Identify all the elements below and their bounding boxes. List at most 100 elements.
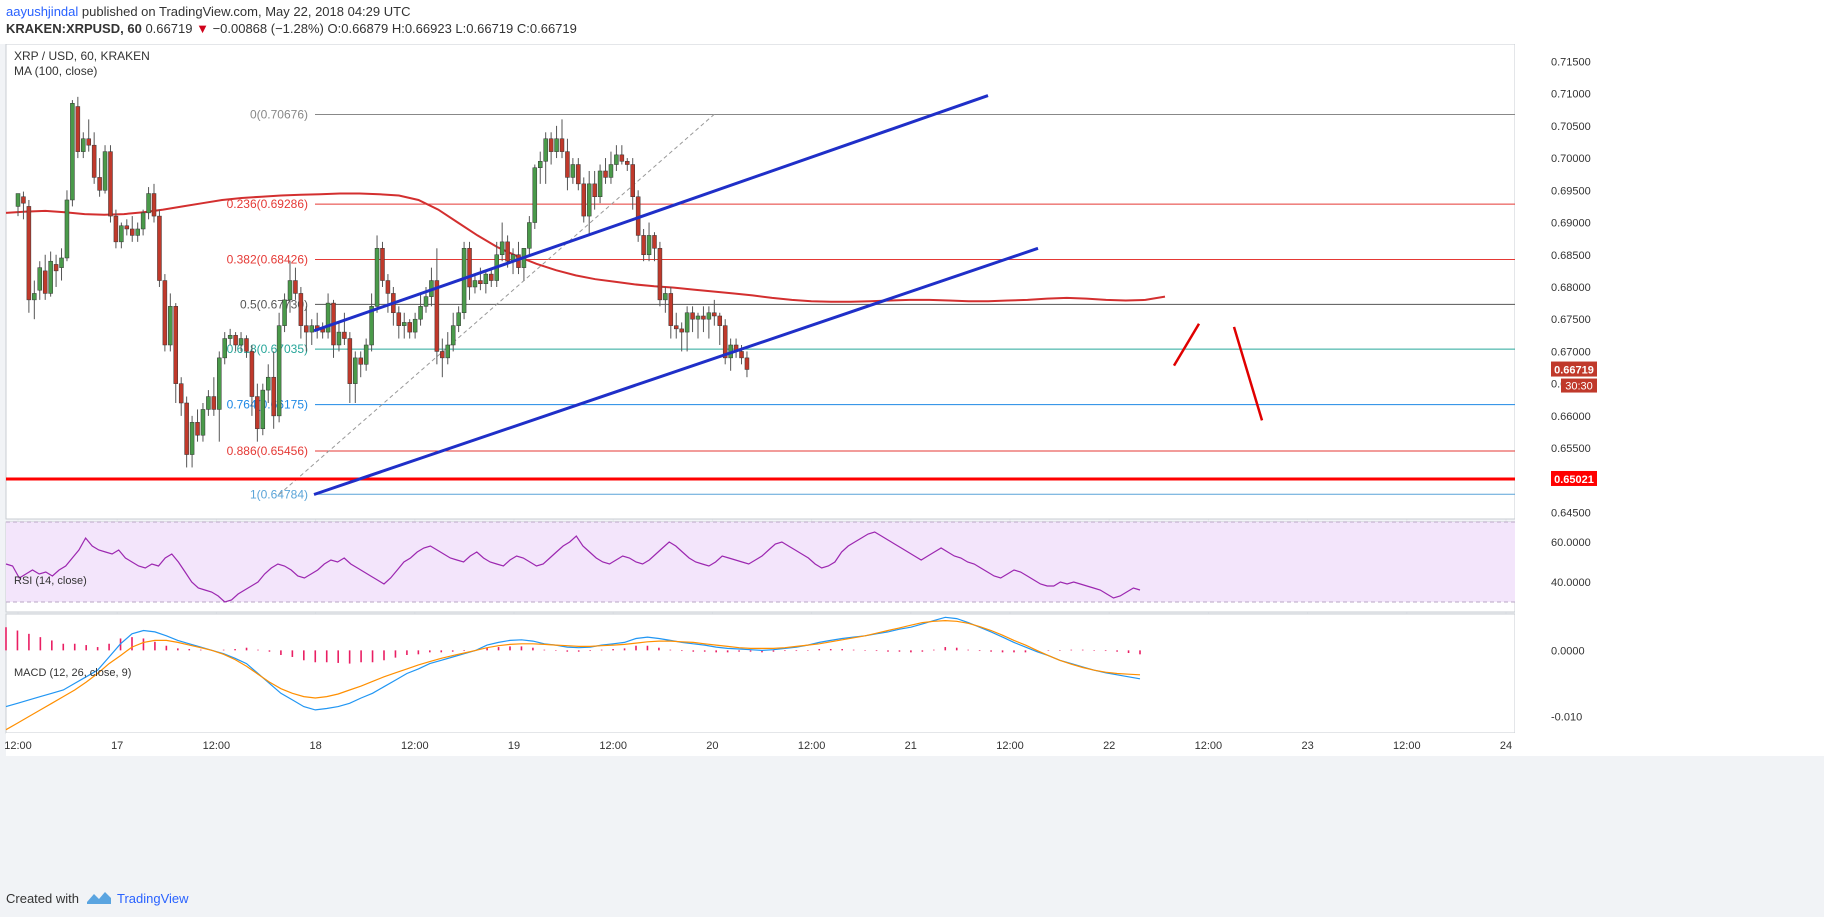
macd-pane	[5, 616, 1141, 731]
candle-body	[260, 389, 266, 430]
rsi-line	[5, 531, 1141, 603]
candle-body	[456, 312, 461, 326]
candle-body	[592, 183, 597, 197]
upper-trendline	[313, 94, 989, 333]
macd-histogram-bar	[497, 647, 500, 651]
macd-histogram-bar	[1081, 649, 1084, 651]
candle-body	[603, 170, 608, 178]
time-tick-label: 12:00	[1195, 740, 1223, 752]
candle-body	[353, 357, 358, 384]
macd-histogram-bar	[898, 650, 901, 652]
candle-body	[499, 241, 505, 256]
candle-body	[37, 267, 43, 291]
macd-histogram-bar	[532, 647, 534, 651]
candle-body	[287, 280, 293, 301]
candle-body	[380, 248, 385, 281]
candle-body	[641, 235, 646, 256]
candle-body	[178, 383, 184, 404]
macd-histogram-bar	[555, 650, 557, 651]
down-arrow-icon: ▼	[196, 21, 209, 36]
candle-body	[722, 325, 728, 359]
price-tick-label: 0.66000	[1551, 411, 1591, 423]
macd-histogram-bar	[1127, 650, 1130, 654]
candle-body	[630, 164, 635, 197]
macd-histogram-bar	[108, 643, 110, 651]
ohlc-values: O:0.66879 H:0.66923 L:0.66719 C:0.66719	[327, 21, 577, 36]
candle-body	[26, 206, 32, 301]
candle-body	[48, 260, 53, 294]
candle-body	[129, 228, 135, 236]
candle-body	[614, 154, 619, 165]
fib-level-label: 0.236(0.69286)	[227, 197, 308, 211]
price-tick-label: 0.69500	[1551, 185, 1591, 197]
tradingview-brand[interactable]: TradingView	[117, 891, 189, 906]
macd-histogram-bar	[177, 648, 179, 651]
candle-body	[461, 248, 467, 314]
macd-histogram-bar	[623, 648, 626, 651]
chart-canvas[interactable]: 0(0.70676) 0.236(0.69286) 0.382(0.68426) 0.…	[0, 44, 1824, 880]
candle-body	[293, 280, 298, 294]
candle-body	[53, 264, 59, 272]
candle-body	[489, 273, 494, 281]
candle-body	[478, 280, 483, 285]
candle-body	[467, 248, 472, 288]
candle-body	[407, 322, 412, 333]
macd-histogram-bar	[978, 650, 981, 652]
candle-body	[206, 396, 211, 410]
rsi-pane	[5, 521, 1515, 603]
macd-histogram-bar	[73, 643, 76, 651]
candle-body	[695, 315, 701, 320]
candle-body	[64, 199, 70, 259]
time-tick-label: 12:00	[203, 740, 231, 752]
candle-body	[527, 222, 532, 249]
support-price-tag	[1551, 470, 1597, 486]
candle-body	[97, 177, 102, 191]
macd-histogram-bar	[337, 650, 339, 663]
candle-body	[505, 241, 510, 262]
candle-body	[712, 312, 717, 317]
macd-histogram-bar	[1047, 650, 1050, 651]
candle-body	[440, 351, 445, 359]
candle-body	[81, 138, 86, 152]
macd-histogram-bar	[1013, 650, 1015, 653]
macd-histogram-bar	[875, 650, 878, 652]
macd-histogram-bar	[234, 649, 236, 651]
macd-histogram-bar	[28, 633, 30, 651]
macd-histogram-bar	[715, 650, 717, 653]
candle-body	[227, 335, 233, 339]
candle-body	[195, 422, 200, 436]
macd-histogram-bar	[257, 649, 259, 651]
macd-histogram-bar	[360, 650, 362, 663]
candle-body	[554, 138, 559, 152]
macd-histogram-bar	[62, 643, 65, 651]
macd-histogram-bar	[589, 650, 591, 652]
candle-body	[412, 318, 418, 333]
candles	[15, 96, 750, 468]
time-tick-label: 18	[309, 740, 321, 752]
price-tick-label: 0.71500	[1551, 56, 1591, 68]
chart-title: XRP / USD, 60, KRAKEN	[14, 49, 150, 63]
macd-histogram-bar	[1116, 650, 1118, 652]
macd-histogram-bar	[784, 650, 786, 652]
candle-body	[347, 338, 353, 384]
candle-body	[157, 215, 162, 281]
fib-level-label: 0(0.70676)	[250, 108, 308, 122]
axes: 12:00 17 12:00 18 12:00 19 12:00 20 12:00 21 12:00…	[4, 56, 1597, 752]
time-tick-label: 21	[905, 740, 917, 752]
price-change: −0.00868 (−1.28%)	[212, 21, 324, 36]
author-link[interactable]: aayushjindal	[6, 4, 79, 19]
candle-body	[309, 325, 315, 333]
time-tick-label: 17	[111, 740, 123, 752]
macd-histogram-bar	[772, 650, 775, 652]
candle-body	[113, 215, 119, 243]
macd-histogram-bar	[692, 650, 695, 652]
candle-body	[244, 338, 249, 352]
candle-body	[657, 248, 663, 301]
macd-histogram-bar	[658, 647, 660, 651]
candle-body	[91, 144, 97, 178]
time-tick-label: 12:00	[996, 740, 1024, 752]
candle-body	[189, 422, 195, 455]
macd-histogram-bar	[543, 649, 546, 651]
candle-body	[483, 273, 489, 285]
macd-histogram-bar	[142, 638, 145, 651]
